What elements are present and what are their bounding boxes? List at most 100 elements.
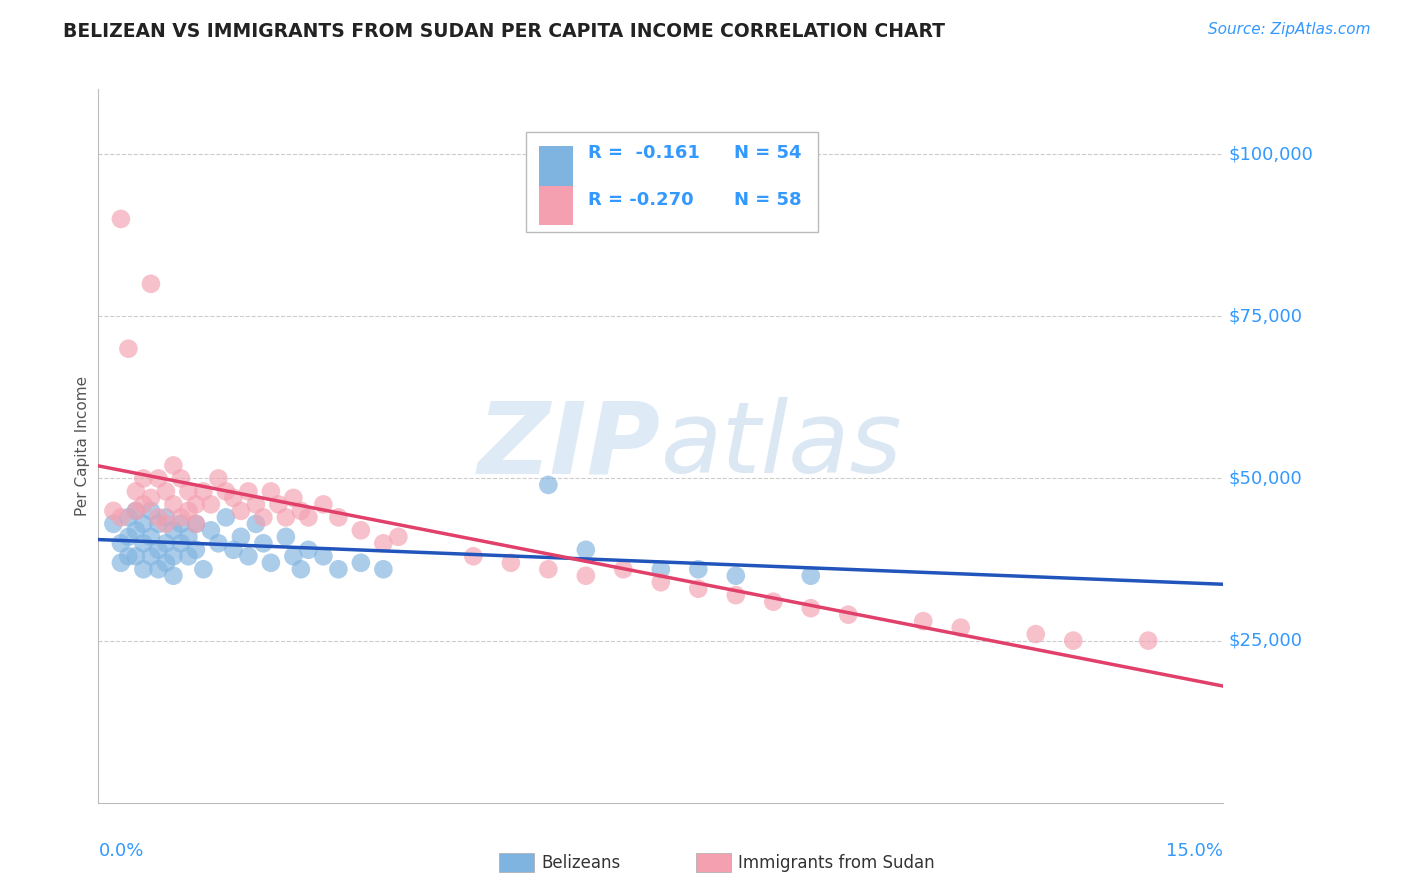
Point [170, 471, 193, 485]
Text: $100,000: $100,000 [1229, 145, 1313, 163]
Point [238, 549, 260, 564]
Point [155, 510, 177, 524]
Point [200, 524, 222, 538]
Text: $75,000: $75,000 [1229, 307, 1303, 326]
Point [215, 484, 238, 499]
Point [1025, 627, 1047, 641]
Point [537, 562, 560, 576]
Point [103, 504, 125, 518]
Text: N = 54: N = 54 [734, 145, 801, 162]
Point [170, 510, 193, 524]
Point [612, 562, 634, 576]
Point [207, 536, 229, 550]
Point [229, 530, 252, 544]
Point [132, 562, 155, 576]
Point [537, 478, 560, 492]
Point [148, 471, 170, 485]
Text: BELIZEAN VS IMMIGRANTS FROM SUDAN PER CAPITA INCOME CORRELATION CHART: BELIZEAN VS IMMIGRANTS FROM SUDAN PER CA… [63, 22, 945, 41]
Point [184, 516, 207, 531]
Point [290, 562, 312, 576]
Point [148, 542, 170, 557]
Point [260, 484, 283, 499]
Point [193, 562, 215, 576]
Point [132, 471, 155, 485]
Point [762, 595, 785, 609]
Point [148, 510, 170, 524]
Y-axis label: Per Capita Income: Per Capita Income [75, 376, 90, 516]
Point [125, 504, 148, 518]
Point [245, 497, 267, 511]
Text: R =  -0.161: R = -0.161 [588, 145, 700, 162]
Point [575, 542, 598, 557]
Point [283, 549, 305, 564]
Point [1062, 633, 1084, 648]
Point [162, 549, 184, 564]
Point [373, 562, 395, 576]
Point [274, 510, 297, 524]
Point [724, 588, 747, 602]
Point [373, 536, 395, 550]
Point [387, 530, 409, 544]
Point [177, 504, 200, 518]
Point [148, 516, 170, 531]
Point [132, 536, 155, 550]
Point [688, 562, 710, 576]
Point [800, 568, 823, 582]
Point [837, 607, 859, 622]
Point [260, 556, 283, 570]
Text: $50,000: $50,000 [1229, 469, 1302, 487]
Point [724, 568, 747, 582]
Text: Immigrants from Sudan: Immigrants from Sudan [738, 854, 935, 871]
Point [350, 524, 373, 538]
Point [207, 471, 229, 485]
Point [215, 510, 238, 524]
Point [229, 504, 252, 518]
Point [463, 549, 485, 564]
Text: atlas: atlas [661, 398, 903, 494]
Point [1137, 633, 1160, 648]
Text: N = 58: N = 58 [734, 191, 801, 209]
Point [274, 530, 297, 544]
Point [252, 536, 274, 550]
Point [139, 504, 162, 518]
Point [193, 484, 215, 499]
FancyBboxPatch shape [540, 146, 574, 186]
Text: Belizeans: Belizeans [541, 854, 620, 871]
Point [155, 556, 177, 570]
Point [139, 549, 162, 564]
Point [117, 549, 139, 564]
Point [139, 530, 162, 544]
Point [912, 614, 935, 628]
Point [252, 510, 274, 524]
FancyBboxPatch shape [526, 132, 818, 232]
Point [283, 491, 305, 505]
Point [650, 575, 672, 590]
Point [110, 556, 132, 570]
Point [222, 542, 245, 557]
Point [139, 491, 162, 505]
Point [155, 536, 177, 550]
Point [499, 556, 522, 570]
Point [162, 458, 184, 473]
Point [110, 510, 132, 524]
Point [170, 536, 193, 550]
Point [312, 549, 335, 564]
Point [125, 524, 148, 538]
Point [267, 497, 290, 511]
Point [650, 562, 672, 576]
Point [245, 516, 267, 531]
Point [184, 516, 207, 531]
Point [125, 549, 148, 564]
Point [184, 497, 207, 511]
Point [110, 536, 132, 550]
Point [297, 542, 319, 557]
Text: R = -0.270: R = -0.270 [588, 191, 693, 209]
Point [177, 484, 200, 499]
Point [177, 530, 200, 544]
Point [297, 510, 319, 524]
Point [132, 516, 155, 531]
Point [328, 562, 350, 576]
Point [949, 621, 972, 635]
Point [575, 568, 598, 582]
Point [177, 549, 200, 564]
